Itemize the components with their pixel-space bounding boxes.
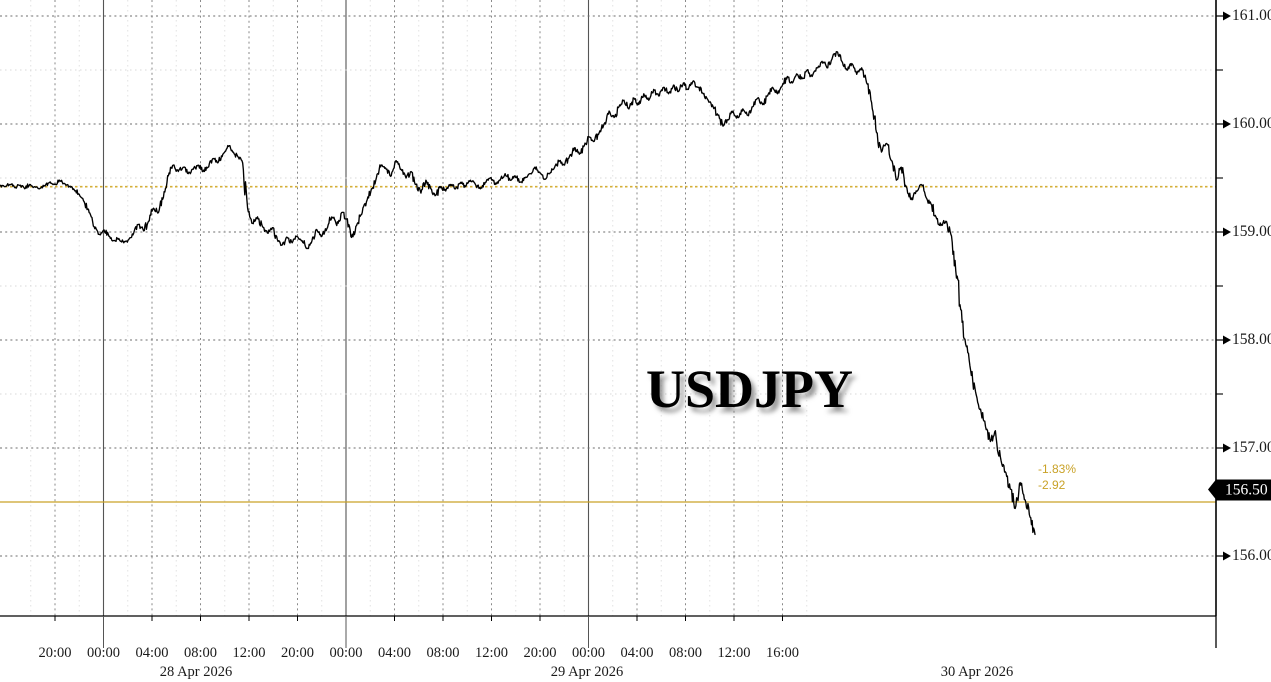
x-axis-tick-label: 08:00 xyxy=(183,645,218,661)
x-axis-tick-label: 16:00 xyxy=(765,645,800,661)
price-series-path xyxy=(0,50,1036,536)
chart-watermark-title: USDJPY xyxy=(646,359,854,419)
x-axis-tick-label: 04:00 xyxy=(377,645,412,661)
x-axis-tick-label: 08:00 xyxy=(426,645,460,661)
x-axis-tick-label: 20:00 xyxy=(280,645,315,661)
x-axis-tick-label: 20:00 xyxy=(38,645,72,661)
y-axis-tick-label: 157.00 xyxy=(1232,439,1271,456)
y-axis-tick-label: 156.00 xyxy=(1232,547,1271,564)
x-axis-tick-label: 12:00 xyxy=(232,645,266,661)
last-price-badge: 156.50 xyxy=(1208,479,1271,501)
x-axis-tick-label: 00:00 xyxy=(329,645,363,661)
x-axis-tick-label: 12:00 xyxy=(717,645,751,661)
y-axis-tick-label: 159.00 xyxy=(1232,223,1271,240)
horizontal-gridlines xyxy=(0,15,1216,557)
x-axis-tick-label: 04:00 xyxy=(135,645,169,661)
y-axis-tick-label: 158.00 xyxy=(1232,331,1271,348)
x-axis-tick-label: 20:00 xyxy=(523,645,557,661)
axis-tick-marks xyxy=(54,11,1231,648)
change-absolute-label: -2.92 xyxy=(1038,478,1066,492)
x-axis-tick-label: 08:00 xyxy=(668,645,703,661)
change-percent-label: -1.83% xyxy=(1038,462,1077,476)
vertical-gridlines xyxy=(30,0,808,616)
y-axis-tick-label: 161.00 xyxy=(1232,7,1271,24)
axis-frame xyxy=(0,0,1217,648)
x-axis-date-label: 28 Apr 2026 xyxy=(159,664,233,680)
x-axis-tick-label: 00:00 xyxy=(571,645,606,661)
y-axis-tick-label: 160.00 xyxy=(1232,115,1271,132)
x-axis-tick-label: 12:00 xyxy=(474,645,509,661)
x-axis-tick-label: 04:00 xyxy=(620,645,654,661)
x-axis-date-label: 29 Apr 2026 xyxy=(550,664,624,680)
x-axis-tick-label: 00:00 xyxy=(86,645,121,661)
x-axis-date-label: 30 Apr 2026 xyxy=(940,664,1014,680)
